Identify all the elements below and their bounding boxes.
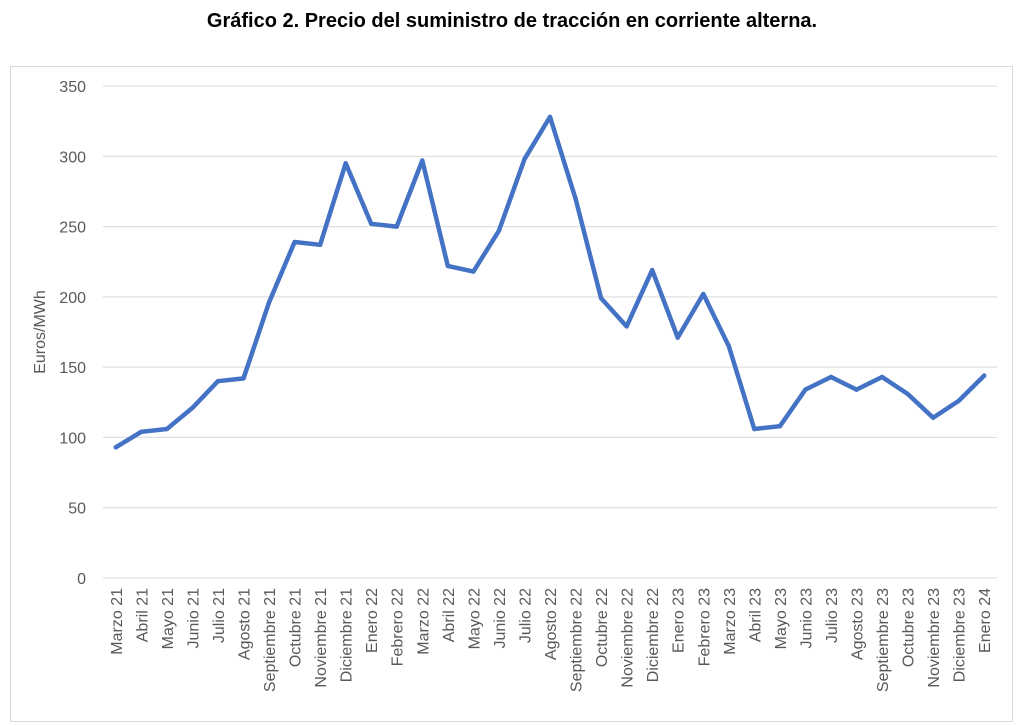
data-point [394, 224, 399, 229]
data-point [624, 324, 629, 329]
y-tick-label: 100 [59, 430, 86, 447]
data-point [343, 161, 348, 166]
x-tick-label: Junio 21 [185, 588, 202, 649]
y-tick-label: 200 [59, 290, 86, 307]
data-point [369, 221, 374, 226]
series-line [113, 114, 987, 450]
x-tick-label: Enero 22 [364, 588, 381, 653]
data-point [139, 429, 144, 435]
x-tick-label: Diciembre 22 [645, 588, 662, 682]
x-tick-label: Octubre 22 [594, 588, 611, 667]
x-tick-label: Junio 22 [492, 588, 509, 649]
x-tick-label: Febrero 22 [390, 588, 407, 666]
data-point [164, 426, 170, 432]
data-point [701, 291, 706, 297]
y-tick-label: 300 [59, 149, 86, 166]
data-points [113, 114, 987, 450]
data-point [982, 373, 987, 378]
data-point [215, 379, 221, 384]
data-point [573, 196, 578, 201]
data-point [292, 239, 297, 245]
x-tick-label: Enero 23 [671, 588, 688, 653]
data-point [956, 398, 961, 404]
y-axis-title: Euros/MWh [32, 290, 49, 374]
x-tick-label: Julio 23 [824, 588, 841, 643]
y-tick-label: 250 [59, 220, 86, 237]
y-tick-label: 150 [59, 360, 86, 377]
data-point [879, 374, 885, 380]
x-tick-label: Noviembre 23 [926, 588, 943, 688]
x-tick-label: Diciembre 21 [339, 588, 356, 682]
chart-title: Gráfico 2. Precio del suministro de trac… [206, 10, 818, 32]
x-tick-label: Octubre 21 [288, 588, 305, 667]
data-point [675, 335, 680, 340]
y-axis-ticks: 0 50 100 150 200 250 300 350 [59, 79, 86, 588]
data-point [266, 300, 272, 305]
data-point [803, 387, 808, 392]
x-axis-ticks: Marzo 21 Abril 21 Mayo 21 Junio 21 Julio 21 A… [109, 588, 994, 692]
x-tick-label: Abril 21 [134, 588, 151, 642]
x-tick-label: Julio 22 [517, 588, 534, 643]
x-tick-label: Agosto 22 [543, 588, 560, 660]
data-point [445, 263, 451, 269]
data-point [930, 415, 936, 420]
x-tick-label: Septiembre 22 [569, 588, 586, 692]
data-point [726, 343, 731, 349]
data-point [854, 387, 859, 392]
x-tick-label: Mayo 21 [160, 588, 177, 649]
x-tick-label: Junio 23 [798, 588, 815, 649]
data-point [598, 296, 604, 301]
data-point [241, 376, 246, 381]
x-tick-label: Julio 21 [211, 588, 228, 643]
data-point [471, 269, 476, 274]
data-point [522, 156, 527, 162]
data-point [649, 267, 655, 273]
x-tick-label: Febrero 23 [696, 588, 713, 666]
data-point [828, 374, 834, 380]
x-tick-label: Agosto 21 [236, 588, 253, 660]
data-point [420, 158, 425, 163]
data-point [752, 426, 757, 432]
chart-area [10, 66, 1013, 722]
data-point [496, 228, 502, 233]
data-point [905, 391, 910, 397]
x-tick-label: Septiembre 21 [262, 588, 279, 692]
x-tick-label: Septiembre 23 [875, 588, 892, 692]
x-tick-label: Octubre 23 [901, 588, 918, 667]
data-point [190, 405, 195, 411]
x-tick-label: Noviembre 22 [620, 588, 637, 688]
x-tick-label: Enero 24 [977, 588, 994, 653]
y-tick-label: 350 [59, 79, 86, 96]
data-point [547, 114, 553, 120]
x-tick-label: Abril 22 [441, 588, 458, 642]
data-point [113, 445, 118, 450]
data-point [777, 423, 783, 429]
x-tick-label: Mayo 23 [773, 588, 790, 649]
y-tick-label: 50 [68, 501, 86, 518]
x-tick-label: Agosto 23 [850, 588, 867, 660]
x-tick-label: Mayo 22 [466, 588, 483, 649]
x-tick-label: Marzo 21 [109, 588, 126, 655]
y-tick-label: 0 [77, 571, 86, 588]
x-tick-label: Abril 23 [747, 588, 764, 642]
x-tick-label: Diciembre 23 [952, 588, 969, 682]
data-point [317, 242, 323, 248]
x-tick-label: Marzo 23 [722, 588, 739, 655]
x-tick-label: Marzo 22 [415, 588, 432, 655]
gridlines [103, 85, 997, 509]
x-tick-label: Noviembre 21 [313, 588, 330, 688]
